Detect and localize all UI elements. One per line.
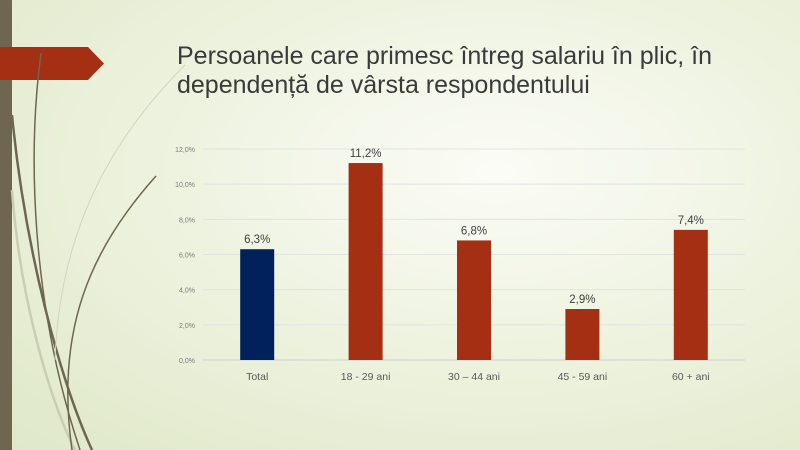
slide-title: Persoanele care primesc întreg salariu î… [177,42,712,99]
x-tick-label: Total [246,371,268,383]
data-label: 11,2% [350,148,382,160]
bar [565,309,600,360]
x-tick-label: 30 – 44 ani [448,371,500,383]
bar [240,249,275,360]
data-label: 2,9% [569,294,595,306]
y-tick-label: 2,0% [179,323,195,330]
data-label: 6,8% [461,225,487,237]
y-tick-label: 10,0% [175,182,195,189]
sidebar-strip [0,0,12,450]
x-tick-label: 60 + ani [672,371,710,383]
bar [673,229,708,360]
bar [457,240,491,360]
title-banner-arrow [0,47,104,80]
y-tick-label: 8,0% [179,217,195,224]
data-label: 7,4% [678,215,704,227]
x-tick-label: 18 - 29 ani [341,371,391,383]
x-tick-label: 45 - 59 ani [558,371,608,383]
y-tick-label: 4,0% [179,288,195,295]
data-label: 6,3% [244,234,270,246]
bar [348,163,383,360]
y-tick-label: 0,0% [179,358,195,365]
y-tick-label: 6,0% [179,253,195,260]
y-tick-label: 12,0% [175,147,195,154]
